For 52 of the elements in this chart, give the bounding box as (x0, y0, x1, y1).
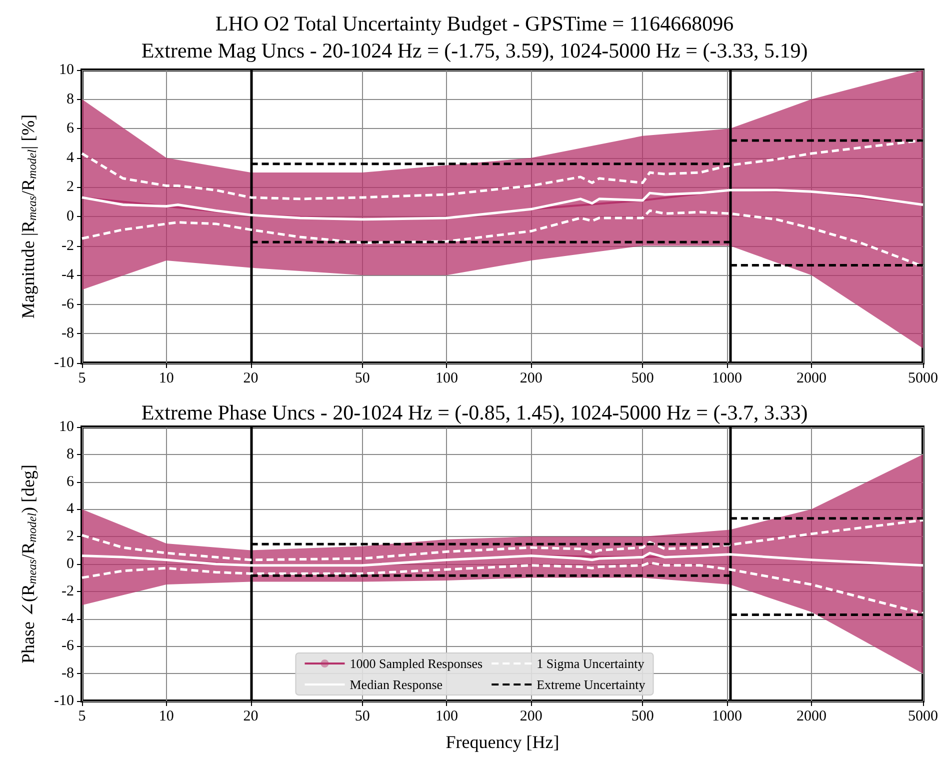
y-tick-label: 2 (66, 528, 74, 545)
y-tick-label: -4 (62, 610, 74, 627)
y-tick-label: -10 (54, 355, 74, 371)
y-tick-label: 6 (66, 474, 74, 490)
y-tick-label: 10 (59, 419, 74, 435)
chart-title: LHO O2 Total Uncertainty Budget - GPSTime = 1164668096 (215, 12, 734, 36)
legend-label: Median Response (350, 677, 443, 692)
y-tick-label: -8 (62, 666, 74, 682)
x-tick-label: 20 (243, 370, 258, 386)
y-tick-label: 0 (66, 208, 74, 224)
chart-subtitle: Extreme Mag Uncs - 20-1024 Hz = (-1.75, 3.59), 1024-5000 Hz = (-3.33, 5.19) (141, 38, 808, 62)
y-tick-label: 4 (66, 501, 74, 518)
legend-label: 1000 Sampled Responses (350, 656, 483, 671)
y-tick-label: -10 (54, 693, 74, 709)
x-tick-label: 100 (435, 708, 458, 724)
y-tick-label: 2 (66, 179, 74, 196)
x-tick-label: 5 (78, 708, 86, 724)
y-tick-label: 8 (66, 91, 74, 108)
x-tick-label: 2000 (796, 370, 826, 386)
x-tick-label: 5 (78, 370, 86, 386)
x-tick-label: 500 (631, 708, 654, 724)
y-tick-label: -2 (62, 238, 74, 254)
chart-title: Extreme Phase Uncs - 20-1024 Hz = (-0.85, 1.45), 1024-5000 Hz = (-3.7, 3.33) (141, 400, 808, 424)
x-tick-label: 500 (631, 370, 654, 386)
x-tick-label: 50 (354, 370, 370, 386)
y-tick-label: -8 (62, 326, 74, 342)
y-tick-label: -4 (62, 267, 74, 284)
x-tick-label: 100 (435, 370, 458, 386)
x-tick-label: 1000 (712, 370, 742, 386)
x-tick-label: 1000 (712, 708, 742, 724)
y-axis-title: Phase ∠(Rmeas/Rmodel) [deg] (18, 464, 39, 664)
y-tick-label: 8 (66, 446, 74, 462)
y-tick-label: 10 (59, 62, 74, 78)
x-tick-label: 10 (158, 708, 174, 724)
x-tick-label: 20 (243, 708, 258, 724)
y-tick-label: -2 (62, 583, 74, 600)
x-tick-label: 5000 (908, 370, 938, 386)
y-tick-label: -6 (62, 296, 74, 312)
x-tick-label: 200 (520, 708, 542, 724)
y-tick-label: -6 (62, 638, 74, 654)
x-tick-label: 2000 (796, 708, 826, 724)
y-tick-label: 4 (66, 150, 74, 166)
x-tick-label: 200 (520, 370, 542, 386)
y-tick-label: 6 (66, 120, 74, 137)
x-axis-title: Frequency [Hz] (446, 732, 560, 752)
x-tick-label: 50 (354, 708, 370, 724)
y-tick-label: 0 (66, 556, 74, 572)
legend-label: 1 Sigma Uncertainty (536, 656, 645, 671)
x-tick-label: 5000 (908, 708, 938, 724)
x-tick-label: 10 (158, 370, 174, 386)
y-axis-title: Magnitude |Rmeas/Rmodel| [%] (18, 114, 39, 319)
legend-label: Extreme Uncertainty (536, 677, 646, 692)
